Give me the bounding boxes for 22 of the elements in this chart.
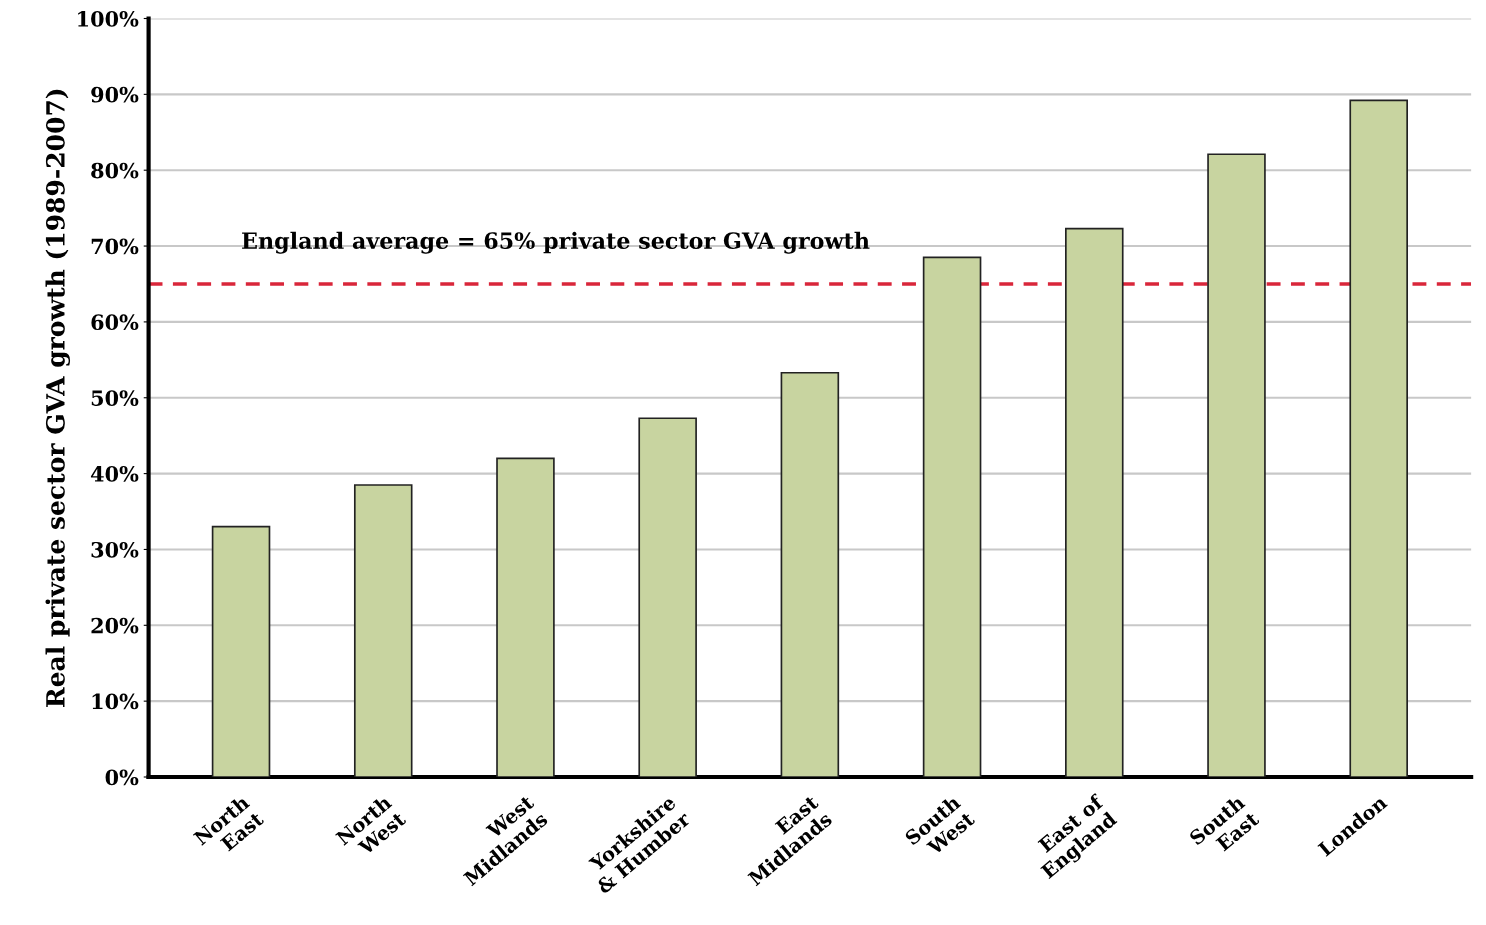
y-tick-label: 30%	[91, 541, 139, 558]
bar	[1207, 153, 1266, 777]
ref-line-label: England average = 65% private sector GVA growth	[242, 231, 870, 254]
y-tick-label: 100%	[78, 10, 139, 27]
y-tick-label: 90%	[91, 86, 139, 103]
bar	[1065, 227, 1124, 777]
bar	[638, 417, 697, 777]
bar	[922, 256, 982, 777]
bar	[780, 371, 840, 777]
y-tick-label: 70%	[91, 238, 139, 255]
bar	[1349, 99, 1408, 777]
y-tick-label: 0%	[105, 769, 139, 786]
bar	[211, 525, 271, 777]
y-tick-label: 40%	[90, 466, 139, 482]
bar	[353, 484, 413, 777]
bar	[496, 457, 555, 777]
y-tick-label: 80%	[91, 162, 139, 179]
y-tick-label: 60%	[91, 314, 139, 331]
y-tick-label: 50%	[91, 390, 139, 406]
y-tick-label: 10%	[92, 693, 139, 710]
y-axis-title: Real private sector GVA growth (1989-2007)	[45, 89, 71, 707]
y-tick-label: 20%	[91, 617, 139, 634]
